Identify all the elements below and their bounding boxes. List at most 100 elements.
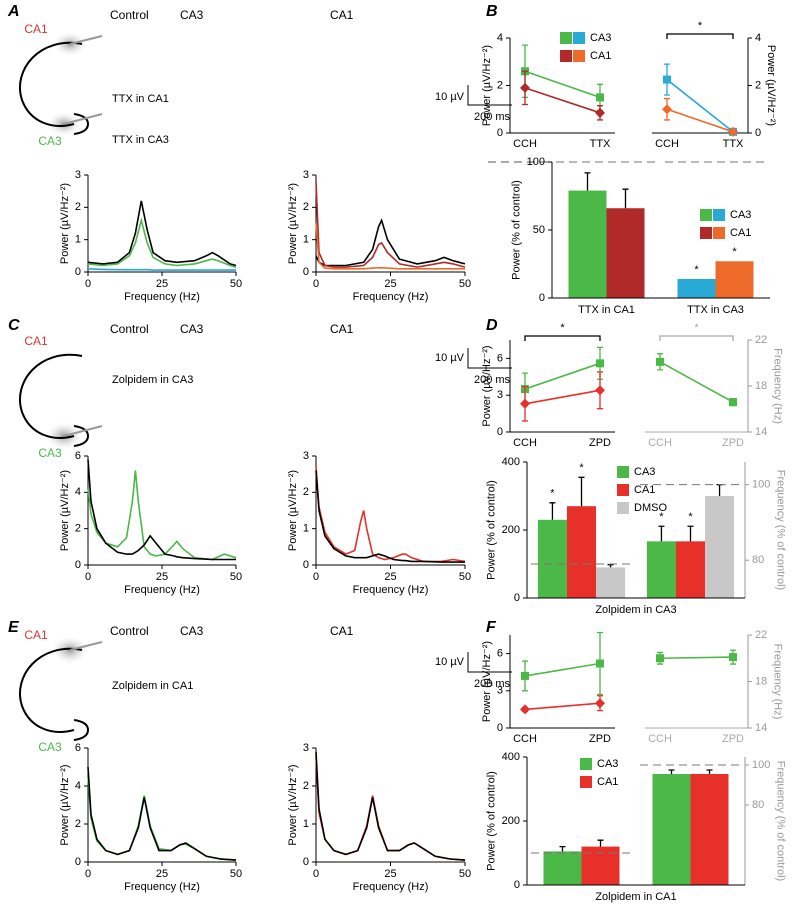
x-tick-label: 50 bbox=[230, 278, 242, 290]
legend-label: CA1 bbox=[597, 776, 618, 788]
x-tick-label: 25 bbox=[384, 278, 396, 290]
point bbox=[596, 93, 604, 102]
point bbox=[729, 653, 737, 662]
condition-label: TTX in CA3 bbox=[112, 134, 169, 146]
bar bbox=[566, 506, 597, 598]
significance: * bbox=[550, 488, 555, 500]
y-tick-label: 1 bbox=[303, 234, 309, 246]
series-line bbox=[524, 362, 601, 390]
trace-header: CA3 bbox=[180, 8, 204, 22]
bar bbox=[543, 851, 582, 885]
panel-letter: F bbox=[486, 619, 497, 636]
y-axis-label: Power (µV/Hz⁻²) bbox=[481, 45, 493, 126]
x-tick-label: 50 bbox=[230, 868, 242, 880]
x-tick-label: 25 bbox=[384, 868, 396, 880]
scale-label: 10 µV bbox=[435, 91, 465, 103]
y-tick-label: 22 bbox=[755, 334, 767, 346]
y-tick-label: 0 bbox=[497, 722, 503, 734]
error-bar bbox=[597, 839, 604, 847]
legend-label: CA1 bbox=[634, 484, 655, 496]
bar bbox=[652, 774, 691, 885]
point bbox=[520, 82, 530, 93]
legend-swatch bbox=[560, 32, 572, 44]
error-bar bbox=[578, 476, 585, 507]
series-line bbox=[666, 78, 734, 133]
y-axis-label: Power (µV/Hz⁻²) bbox=[287, 183, 299, 264]
y-tick-label: 0 bbox=[75, 266, 81, 278]
y-tick-label: 4 bbox=[755, 32, 761, 44]
y-tick-label: 3 bbox=[497, 389, 503, 401]
significance: * bbox=[694, 322, 699, 334]
y-tick-label: 80 bbox=[752, 554, 764, 566]
bar bbox=[537, 519, 567, 598]
x-tick-label: 50 bbox=[459, 278, 471, 290]
y-axis-label: Frequency (% of control) bbox=[774, 761, 786, 881]
y-tick-label: 14 bbox=[755, 722, 767, 734]
y-axis-label: Power (µV/Hz⁻²) bbox=[287, 764, 299, 845]
x-tick-label: CCH bbox=[513, 733, 537, 745]
y-tick-label: 0 bbox=[303, 559, 309, 571]
point bbox=[595, 698, 605, 709]
y-tick-label: 2 bbox=[303, 201, 309, 213]
x-tick-label: TTX bbox=[590, 138, 611, 150]
y-tick-label: 6 bbox=[497, 648, 503, 660]
x-tick-label: ZPD bbox=[589, 733, 611, 745]
condition-label: Zolpidem in CA1 bbox=[112, 680, 193, 692]
y-axis-label: Frequency (Hz) bbox=[771, 644, 783, 720]
bar bbox=[596, 567, 626, 598]
legend-swatch bbox=[617, 466, 629, 478]
legend-label: CA1 bbox=[590, 50, 611, 62]
y-tick-label: 200 bbox=[502, 815, 520, 827]
point bbox=[663, 75, 671, 84]
bar bbox=[677, 278, 716, 298]
significance: * bbox=[732, 246, 737, 258]
x-axis-label: Frequency (Hz) bbox=[353, 584, 429, 596]
x-tick-label: 0 bbox=[85, 278, 91, 290]
condition-label: Zolpidem in CA3 bbox=[112, 374, 193, 386]
scale-bar bbox=[467, 85, 512, 106]
legend-swatch bbox=[560, 50, 572, 62]
legend-label: CA3 bbox=[634, 466, 655, 478]
error-bar bbox=[584, 172, 591, 191]
y-tick-label: 400 bbox=[502, 456, 520, 468]
series-line bbox=[524, 662, 601, 677]
x-tick-label: ZPD bbox=[589, 437, 611, 449]
error-bar bbox=[549, 502, 556, 520]
spectrum-line bbox=[87, 200, 237, 267]
legend-swatch bbox=[573, 50, 585, 62]
x-tick-label: 25 bbox=[156, 278, 168, 290]
significance: * bbox=[688, 511, 693, 523]
legend-swatch bbox=[573, 32, 585, 44]
x-tick-label: 50 bbox=[459, 571, 471, 583]
y-tick-label: 6 bbox=[497, 352, 503, 364]
spectrum-line bbox=[87, 268, 236, 271]
trace-header: CA1 bbox=[330, 322, 354, 336]
y-tick-label: 4 bbox=[75, 486, 81, 498]
series-line bbox=[524, 702, 601, 711]
hippocampus-diagram bbox=[19, 31, 103, 137]
y-axis-label: Power (µV/Hz⁻²) bbox=[59, 470, 71, 551]
bar bbox=[606, 208, 645, 298]
point bbox=[596, 359, 604, 368]
y-tick-label: 2 bbox=[303, 486, 309, 498]
region-label: CA1 bbox=[24, 22, 48, 36]
bar bbox=[690, 774, 729, 885]
region-label: CA3 bbox=[38, 740, 62, 754]
trace-header: Control bbox=[110, 624, 149, 638]
y-tick-label: 2 bbox=[303, 780, 309, 792]
x-axis-label: Zolpidem in CA1 bbox=[595, 891, 676, 903]
y-tick-label: 1 bbox=[303, 818, 309, 830]
y-tick-label: 18 bbox=[755, 380, 767, 392]
x-tick-label: CCH bbox=[513, 437, 537, 449]
x-tick-label: 0 bbox=[85, 571, 91, 583]
spectrum-line bbox=[87, 217, 237, 268]
significance: * bbox=[698, 20, 703, 32]
significance: * bbox=[659, 511, 664, 523]
y-tick-label: 4 bbox=[497, 32, 503, 44]
scale-label: 10 µV bbox=[435, 656, 465, 668]
series-line bbox=[666, 108, 734, 133]
x-axis-label: Frequency (Hz) bbox=[353, 291, 429, 303]
y-axis-label: Power (% of control) bbox=[486, 771, 498, 871]
y-tick-label: 3 bbox=[303, 450, 309, 462]
